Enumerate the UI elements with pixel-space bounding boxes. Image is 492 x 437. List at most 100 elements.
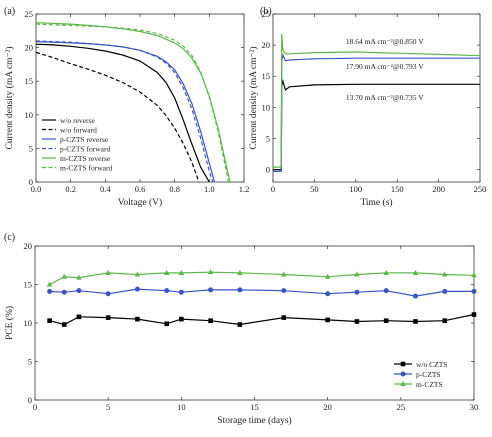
data-point-m-czts bbox=[383, 269, 389, 275]
data-point-m-czts bbox=[61, 273, 68, 279]
data-point-w-o-czts bbox=[61, 322, 67, 327]
panel-c: (c) 0 5 10 15 20 25 30 0 5 10 15 20 Storage time (da… bbox=[4, 232, 478, 426]
data-point-w-o-czts bbox=[281, 315, 287, 320]
data-point-m-czts bbox=[412, 269, 419, 275]
x-tick-label: 10 bbox=[177, 402, 186, 412]
x-tick-label: 0.8 bbox=[169, 184, 180, 194]
panel-b-label: (b) bbox=[260, 6, 272, 17]
x-tick-label: 5 bbox=[106, 402, 110, 412]
data-point-w-o-czts bbox=[105, 315, 111, 320]
legend-marker bbox=[400, 361, 406, 367]
x-tick-label: 25 bbox=[397, 402, 406, 412]
data-point-w-o-czts bbox=[237, 322, 243, 327]
data-point-m-czts bbox=[280, 271, 287, 277]
data-point-p-czts bbox=[208, 287, 214, 293]
series-line-p-czts bbox=[273, 53, 480, 172]
data-point-p-czts bbox=[383, 288, 389, 294]
y-tick-label: 15 bbox=[262, 71, 271, 81]
y-tick-label: 20 bbox=[25, 43, 34, 53]
x-tick-label: 30 bbox=[470, 402, 479, 412]
legend-label-m-czts-reverse: m-CZTS reverse bbox=[60, 154, 111, 163]
data-point-p-czts bbox=[354, 289, 360, 295]
plot-frame bbox=[272, 13, 481, 183]
y-tick-label: 10 bbox=[25, 110, 34, 120]
y-axis-title: PCE (%) bbox=[4, 306, 15, 340]
y-tick-label: 20 bbox=[262, 40, 271, 50]
data-point-p-czts bbox=[281, 288, 287, 294]
legend-label-p-czts: p-CZTS bbox=[416, 370, 441, 379]
data-point-p-czts bbox=[325, 291, 331, 297]
y-tick-label: 0 bbox=[266, 165, 270, 175]
data-point-w-o-czts bbox=[383, 318, 389, 323]
series-line-p-czts-forward bbox=[35, 40, 214, 183]
x-tick-label: 1.2 bbox=[239, 184, 250, 194]
legend-label-m-czts: m-CZTS bbox=[416, 380, 443, 389]
data-point-w-o-czts bbox=[135, 316, 140, 322]
data-point-m-czts bbox=[324, 273, 331, 279]
x-tick-label: 0 bbox=[271, 184, 275, 194]
x-axis-title: Voltage (V) bbox=[118, 197, 162, 208]
x-tick-label: 100 bbox=[349, 184, 362, 194]
y-tick-label: 10 bbox=[24, 318, 33, 328]
legend-label-p-czts-reverse: p-CZTS reverse bbox=[60, 135, 109, 144]
data-point-w-o-czts bbox=[471, 312, 477, 317]
x-tick-label: 0.2 bbox=[65, 184, 76, 194]
y-axis-title: Current density (mA cm⁻²) bbox=[4, 46, 15, 149]
x-tick-label: 15 bbox=[250, 402, 259, 412]
x-axis-title: Time (s) bbox=[360, 197, 392, 208]
panel-b: (b) 0 50 100 150 200 250 0 5 10 15 20 25 Time (s) Cur… bbox=[248, 6, 486, 208]
data-point-w-o-czts bbox=[164, 321, 169, 327]
legend-label-w-o-czts: w/o CZTS bbox=[416, 360, 447, 369]
panel-a: (a) 0.0 0.2 0.4 0.6 0.8 1.0 1.2 0 5 10 15 20 25 Volta… bbox=[4, 6, 249, 208]
data-point-m-czts bbox=[237, 269, 243, 275]
data-point-w-o-czts bbox=[179, 316, 184, 322]
x-tick-label: 150 bbox=[391, 184, 404, 194]
y-tick-label: 15 bbox=[25, 76, 34, 86]
data-point-p-czts bbox=[442, 288, 448, 294]
data-point-m-czts bbox=[471, 272, 477, 278]
data-point-p-czts bbox=[47, 288, 53, 294]
panel-a-label: (a) bbox=[4, 6, 15, 17]
series-line-p-czts bbox=[49, 288, 474, 297]
legend-label-m-czts-forward: m-CZTS forward bbox=[60, 164, 113, 173]
y-tick-label: 5 bbox=[266, 133, 270, 143]
series-line-m-czts-forward bbox=[35, 23, 229, 183]
series-line-m-czts bbox=[49, 271, 475, 286]
series-line-w-o-reverse bbox=[35, 43, 210, 183]
y-tick-label: 0 bbox=[29, 177, 33, 187]
data-point-m-czts bbox=[441, 271, 448, 277]
x-tick-label: 1.0 bbox=[204, 184, 215, 194]
x-tick-label: 0 bbox=[33, 402, 37, 412]
x-tick-label: 0.0 bbox=[31, 184, 42, 194]
data-point-p-czts bbox=[164, 288, 170, 294]
series-line-w-o-czts bbox=[49, 313, 475, 326]
y-tick-label: 15 bbox=[24, 280, 33, 290]
data-point-p-czts bbox=[134, 286, 140, 292]
data-point-p-czts bbox=[61, 289, 67, 295]
y-tick-label: 0 bbox=[28, 395, 32, 405]
data-point-w-o-czts bbox=[354, 319, 360, 324]
data-point-m-czts bbox=[134, 271, 141, 277]
x-tick-label: 200 bbox=[432, 184, 445, 194]
data-point-m-czts bbox=[178, 269, 185, 275]
data-point-p-czts bbox=[237, 287, 243, 293]
series-line-m-czts bbox=[273, 33, 481, 168]
data-point-w-o-czts bbox=[325, 317, 330, 323]
legend-label-w-o-reverse: w/o reverse bbox=[60, 116, 95, 125]
data-point-m-czts bbox=[46, 281, 53, 287]
data-point-p-czts bbox=[76, 288, 82, 294]
y-tick-label: 25 bbox=[262, 9, 271, 19]
y-tick-label: 5 bbox=[28, 357, 32, 367]
data-point-w-o-czts bbox=[208, 318, 213, 323]
y-tick-label: 10 bbox=[262, 102, 271, 112]
y-tick-label: 5 bbox=[29, 143, 33, 153]
legend-marker bbox=[400, 381, 406, 386]
data-point-w-o-czts bbox=[442, 318, 448, 323]
data-point-p-czts bbox=[412, 293, 418, 299]
legend-label-w-o-forward: w/o forward bbox=[60, 126, 97, 135]
data-point-w-o-czts bbox=[47, 318, 52, 323]
y-axis-title: Current density (mA cm⁻²) bbox=[248, 46, 259, 149]
x-tick-label: 20 bbox=[323, 402, 332, 412]
data-point-p-czts bbox=[471, 288, 477, 294]
